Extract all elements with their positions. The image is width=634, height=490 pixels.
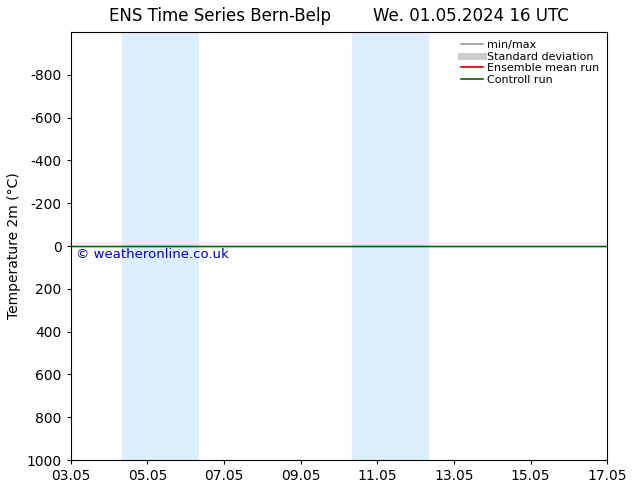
Y-axis label: Temperature 2m (°C): Temperature 2m (°C) <box>7 172 21 319</box>
Bar <box>352 32 429 460</box>
Legend: min/max, Standard deviation, Ensemble mean run, Controll run: min/max, Standard deviation, Ensemble me… <box>458 38 602 87</box>
Title: ENS Time Series Bern-Belp        We. 01.05.2024 16 UTC: ENS Time Series Bern-Belp We. 01.05.2024… <box>109 7 569 25</box>
Bar <box>122 32 198 460</box>
Text: © weatheronline.co.uk: © weatheronline.co.uk <box>76 248 229 261</box>
